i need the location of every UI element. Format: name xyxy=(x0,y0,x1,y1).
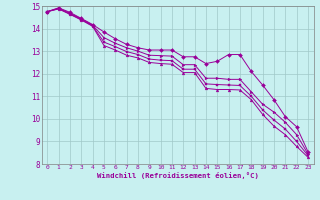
X-axis label: Windchill (Refroidissement éolien,°C): Windchill (Refroidissement éolien,°C) xyxy=(97,172,259,179)
